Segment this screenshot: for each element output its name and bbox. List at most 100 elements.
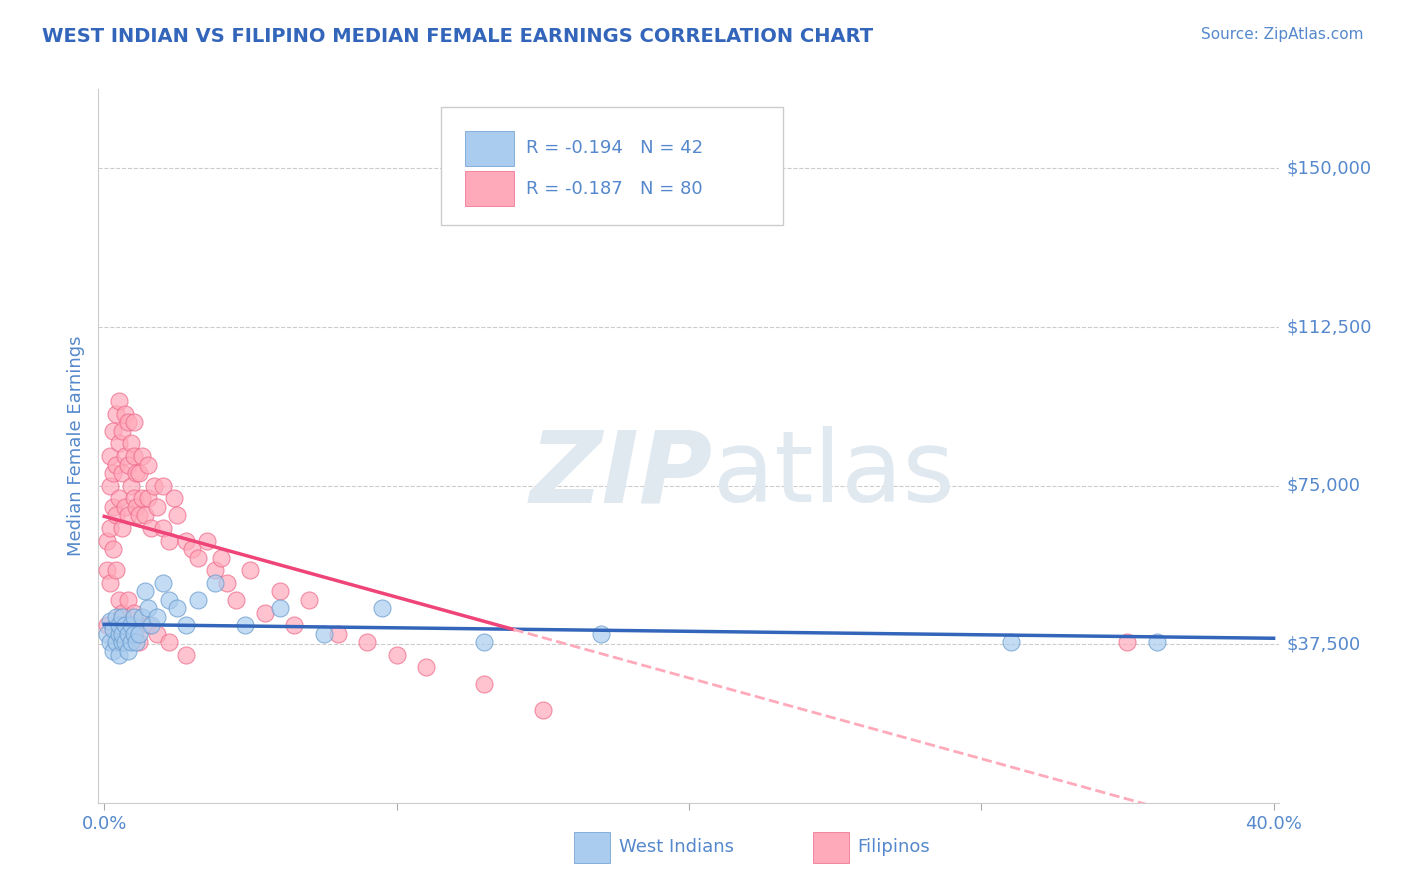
Point [174, 618, 197, 632]
Point [104, 563, 127, 577]
Point [187, 592, 209, 607]
Text: atlas: atlas [713, 426, 955, 523]
Point [120, 635, 142, 649]
Point [104, 609, 127, 624]
Point [122, 606, 145, 620]
Point [117, 643, 139, 657]
Point [108, 491, 131, 506]
Point [98, 478, 121, 492]
Point [472, 677, 495, 691]
Point [120, 618, 142, 632]
FancyBboxPatch shape [464, 171, 515, 206]
Point [117, 415, 139, 429]
Point [96, 618, 118, 632]
Point [136, 458, 159, 472]
Point [131, 609, 153, 624]
Point [114, 618, 136, 632]
Point [152, 575, 174, 590]
Text: $150,000: $150,000 [1286, 160, 1372, 178]
Point [104, 458, 127, 472]
Text: Filipinos: Filipinos [858, 838, 931, 856]
Point [326, 626, 349, 640]
Point [122, 415, 145, 429]
Point [108, 618, 131, 632]
Point [134, 584, 156, 599]
Point [125, 500, 148, 514]
Point [101, 542, 124, 557]
Point [1116, 635, 1139, 649]
Point [125, 466, 148, 480]
Point [96, 533, 118, 548]
Point [108, 436, 131, 450]
Point [122, 491, 145, 506]
Point [152, 478, 174, 492]
Point [114, 407, 136, 421]
Point [96, 626, 118, 640]
Point [136, 618, 159, 632]
Point [111, 606, 134, 620]
Point [591, 626, 613, 640]
Point [117, 458, 139, 472]
Point [114, 618, 136, 632]
Text: R = -0.187   N = 80: R = -0.187 N = 80 [526, 180, 703, 198]
Point [98, 575, 121, 590]
Point [472, 635, 495, 649]
Point [283, 618, 305, 632]
Point [98, 614, 121, 628]
Point [166, 508, 188, 523]
FancyBboxPatch shape [464, 130, 515, 166]
Point [195, 533, 218, 548]
Text: $37,500: $37,500 [1286, 635, 1361, 653]
Point [98, 521, 121, 535]
Point [108, 592, 131, 607]
Text: $112,500: $112,500 [1286, 318, 1372, 336]
Text: R = -0.194   N = 42: R = -0.194 N = 42 [526, 139, 703, 157]
Point [117, 508, 139, 523]
Point [108, 626, 131, 640]
Point [269, 601, 291, 615]
Point [122, 449, 145, 463]
Point [215, 575, 238, 590]
Point [146, 609, 169, 624]
Point [146, 500, 169, 514]
Text: $75,000: $75,000 [1286, 476, 1361, 495]
Point [298, 592, 321, 607]
Point [174, 533, 197, 548]
Point [114, 449, 136, 463]
Y-axis label: Median Female Earnings: Median Female Earnings [66, 335, 84, 557]
Point [117, 592, 139, 607]
Point [101, 623, 124, 637]
Point [531, 703, 554, 717]
Point [1000, 635, 1022, 649]
Point [269, 584, 291, 599]
Point [312, 626, 335, 640]
Point [1146, 635, 1168, 649]
Point [371, 601, 394, 615]
Point [209, 550, 232, 565]
Point [152, 521, 174, 535]
Point [415, 660, 437, 674]
Point [131, 449, 153, 463]
Point [101, 643, 124, 657]
Point [143, 478, 166, 492]
Point [104, 508, 127, 523]
Point [108, 648, 131, 662]
Point [134, 508, 156, 523]
Point [128, 466, 150, 480]
Point [131, 491, 153, 506]
Text: Source: ZipAtlas.com: Source: ZipAtlas.com [1201, 27, 1364, 42]
Point [117, 626, 139, 640]
Point [385, 648, 408, 662]
Point [128, 508, 150, 523]
Point [136, 491, 159, 506]
Point [111, 521, 134, 535]
Point [136, 601, 159, 615]
Text: ZIP: ZIP [530, 426, 713, 523]
Point [254, 606, 277, 620]
Point [104, 635, 127, 649]
Text: West Indians: West Indians [619, 838, 734, 856]
Point [122, 626, 145, 640]
Point [111, 626, 134, 640]
Point [98, 635, 121, 649]
Point [111, 466, 134, 480]
